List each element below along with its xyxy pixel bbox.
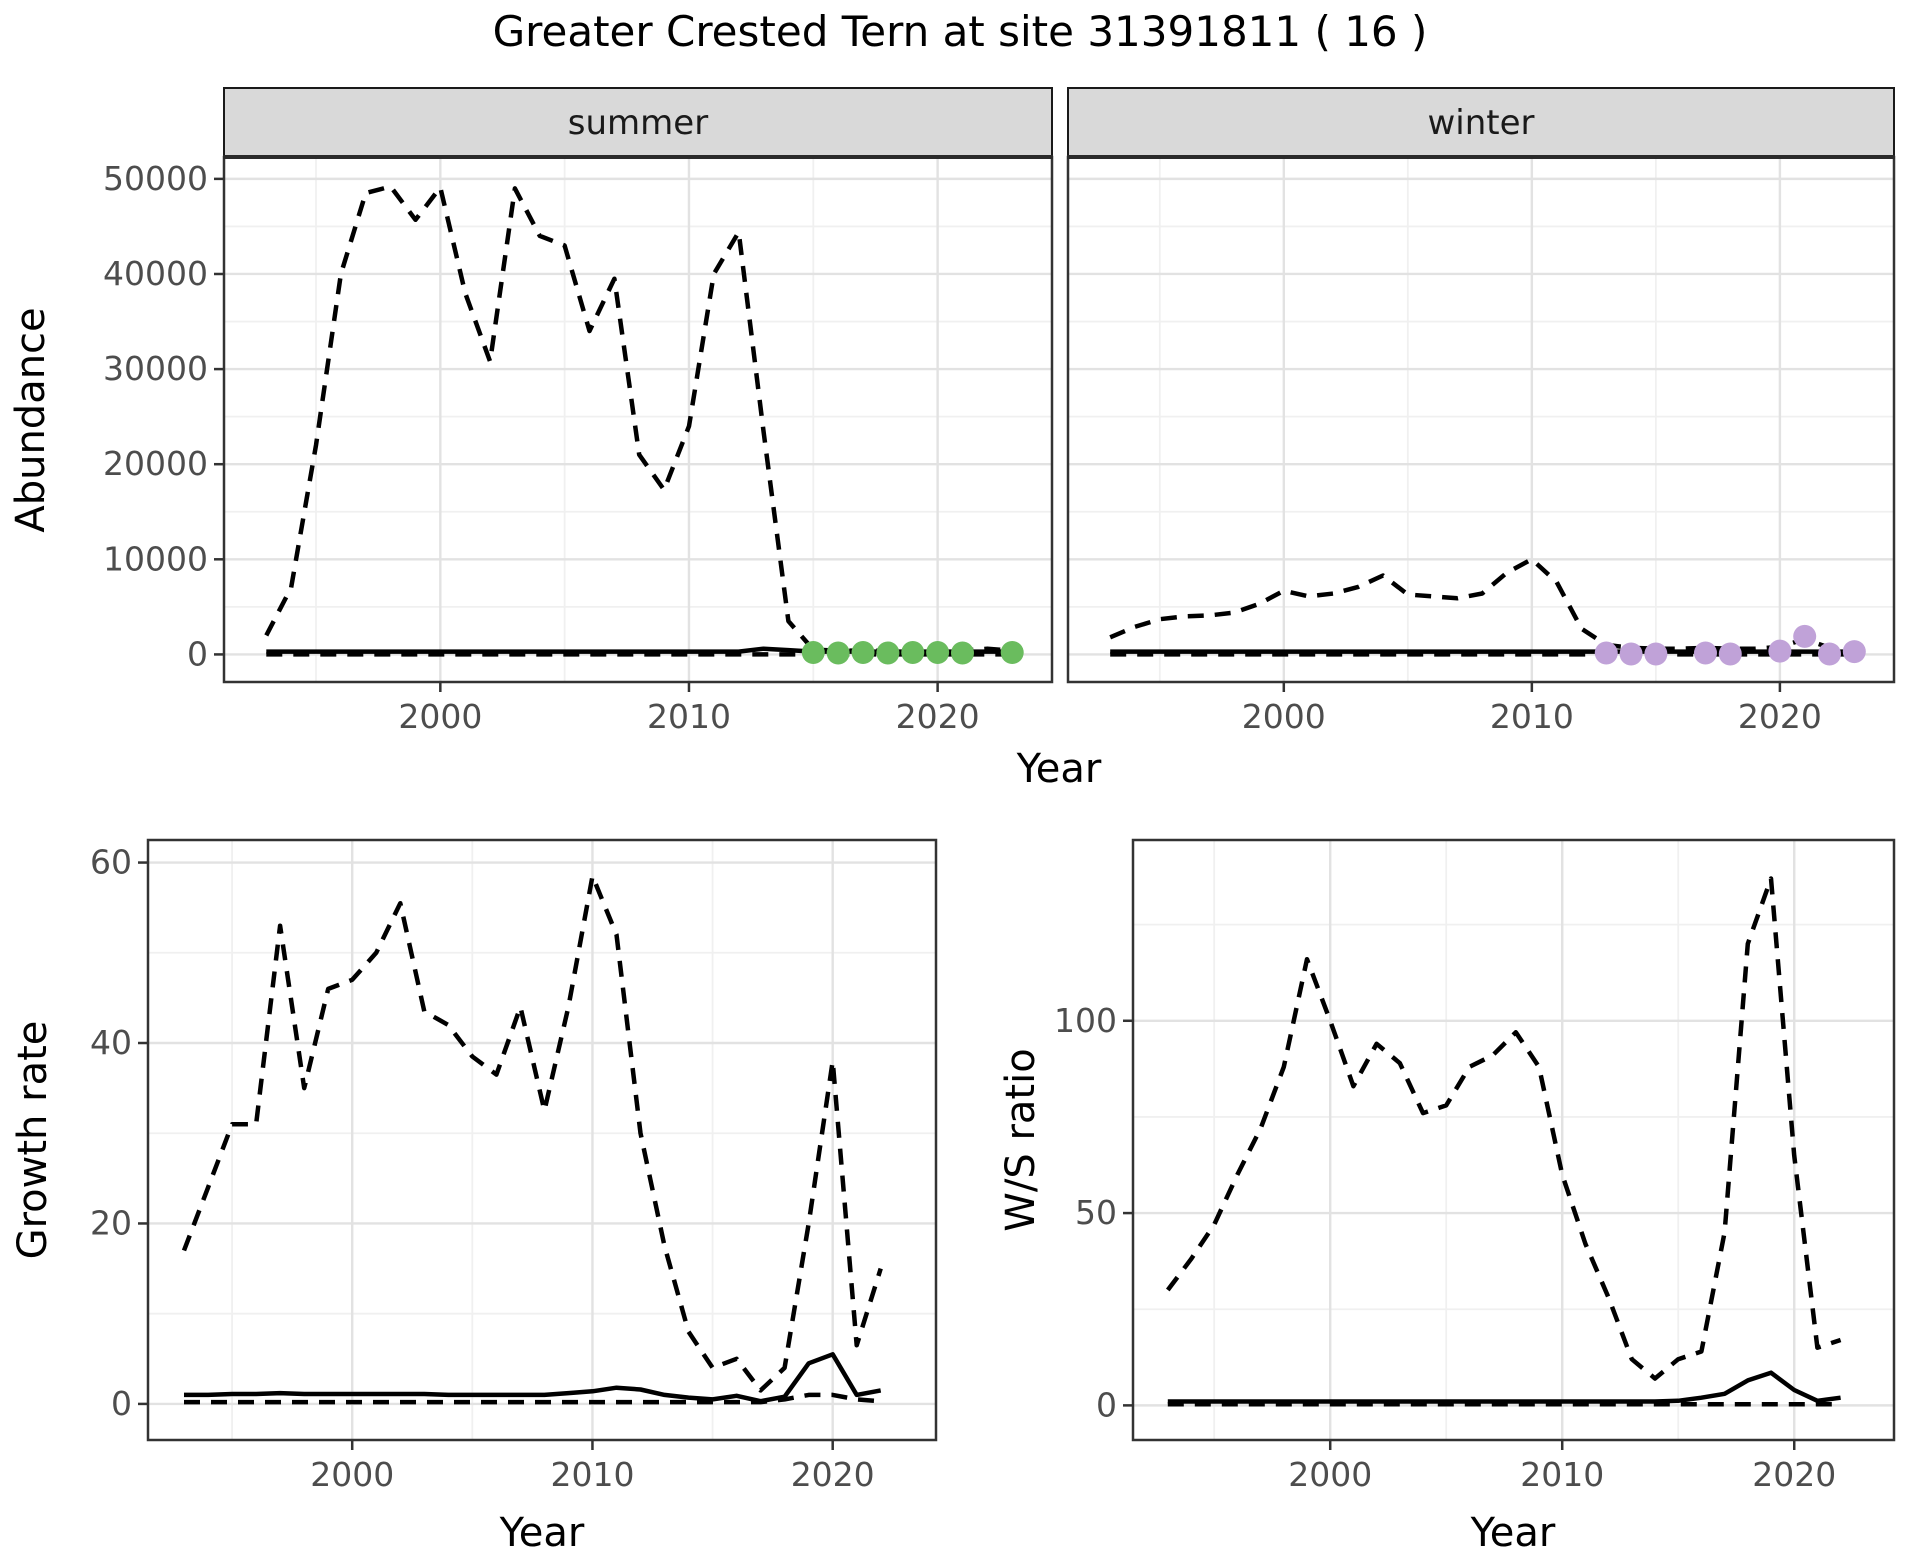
x-tick-label: 2000	[310, 1455, 394, 1494]
y-tick-label: 60	[90, 843, 132, 882]
winter-observation-point	[1693, 641, 1717, 665]
panel-winter: 2000 2010 2020	[1066, 87, 1896, 736]
y-tick-label: 20	[90, 1203, 132, 1242]
panel-upper_ci-line	[1166, 876, 1842, 1381]
x-tick-label: 2010	[550, 1455, 634, 1494]
y-tick-label: 100	[1054, 1001, 1117, 1040]
facet-strip	[223, 87, 1053, 158]
growth-rate-axis-title: Growth rate	[10, 1021, 56, 1260]
ws-year-axis-title: Year	[1470, 1510, 1556, 1556]
summer-observation-point	[1000, 641, 1024, 665]
x-tick-label: 2000	[398, 697, 482, 736]
summer-observation-point	[926, 641, 950, 665]
winter-observation-point	[1718, 642, 1742, 666]
x-tick-label: 2020	[1752, 1455, 1836, 1494]
y-tick-label: 40	[90, 1023, 132, 1062]
summer-observation-point	[950, 641, 974, 665]
winter-observation-point	[1793, 624, 1817, 648]
panel-growth-rate: 2000 2010 2020 0 20 40 60	[90, 838, 938, 1494]
panel-border	[146, 838, 938, 1442]
winter-observation-point	[1594, 641, 1618, 665]
winter-observation-point	[1842, 640, 1866, 664]
panel-w-s-ratio: 2000 2010 2020 0 50 100	[1054, 838, 1896, 1494]
y-tick-label: 0	[187, 634, 208, 673]
y-tick-label: 10000	[103, 539, 208, 578]
panel-lower_ci-line	[184, 1392, 881, 1405]
series-group	[264, 184, 1024, 665]
panel-background	[1133, 840, 1894, 1440]
x-tick-label: 2010	[647, 697, 731, 736]
panel-median-line	[1167, 1370, 1841, 1404]
panel-background	[224, 157, 1052, 682]
ws-ratio-axis-title: W/S ratio	[998, 1048, 1044, 1231]
y-tick-label: 50	[1075, 1193, 1117, 1232]
summer-observation-point	[826, 641, 850, 665]
series-group	[181, 873, 883, 1405]
y-tick-label: 0	[1096, 1385, 1117, 1424]
series-group	[1109, 557, 1866, 666]
winter-observation-point	[1644, 642, 1668, 666]
panel-background	[1068, 157, 1894, 682]
y-tick-label: 30000	[103, 349, 208, 388]
growth-year-axis-title: Year	[499, 1510, 585, 1556]
panel-summer: 2000 2010 2020 0 10000 20000 30000 40000 50000	[103, 87, 1054, 736]
panel-border	[1131, 838, 1896, 1442]
y-tick-label: 20000	[103, 444, 208, 483]
x-tick-label: 2000	[1288, 1455, 1372, 1494]
x-tick-label: 2020	[1738, 697, 1822, 736]
panels-layer: 2000 2010 20200100002000030000400005000020…	[90, 87, 1896, 1494]
x-tick-label: 2010	[1490, 697, 1574, 736]
summer-observation-point	[801, 641, 825, 665]
summer-observation-point	[876, 641, 900, 665]
top-year-axis-title: Year	[1016, 746, 1102, 792]
y-tick-label: 50000	[103, 159, 208, 198]
chart-title: Greater Crested Tern at site 31391811 ( …	[493, 7, 1428, 56]
y-tick-label: 0	[111, 1384, 132, 1423]
panel-upper_ci-line	[181, 873, 883, 1393]
y-tick-label: 40000	[103, 254, 208, 293]
winter-upper_ci-line	[1109, 557, 1855, 651]
facet-strip-label-winter: winter	[1427, 103, 1534, 143]
facet-strip-label-summer: summer	[568, 103, 708, 143]
x-tick-label: 2020	[791, 1455, 875, 1494]
summer-observation-point	[851, 641, 875, 665]
x-tick-label: 2010	[1520, 1455, 1604, 1494]
x-tick-label: 2000	[1242, 697, 1326, 736]
facet-strip	[1067, 87, 1895, 158]
series-group	[1166, 876, 1842, 1407]
winter-observation-point	[1619, 642, 1643, 666]
x-tick-label: 2020	[896, 697, 980, 736]
winter-observation-point	[1768, 639, 1792, 663]
winter-observation-point	[1818, 642, 1842, 666]
abundance-axis-title: Abundance	[8, 307, 54, 532]
summer-observation-point	[901, 641, 925, 665]
panel-background	[148, 840, 936, 1440]
